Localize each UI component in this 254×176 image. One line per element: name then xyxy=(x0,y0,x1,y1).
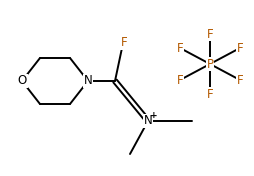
Text: F: F xyxy=(237,42,243,55)
Text: F: F xyxy=(121,36,127,49)
Text: N: N xyxy=(84,74,92,87)
Text: F: F xyxy=(177,42,183,55)
Text: O: O xyxy=(17,74,27,87)
Text: F: F xyxy=(207,27,213,40)
Text: +: + xyxy=(150,112,158,121)
Text: F: F xyxy=(177,74,183,86)
Text: F: F xyxy=(207,87,213,100)
Text: P: P xyxy=(207,58,214,71)
Text: F: F xyxy=(237,74,243,86)
Text: N: N xyxy=(144,115,152,127)
